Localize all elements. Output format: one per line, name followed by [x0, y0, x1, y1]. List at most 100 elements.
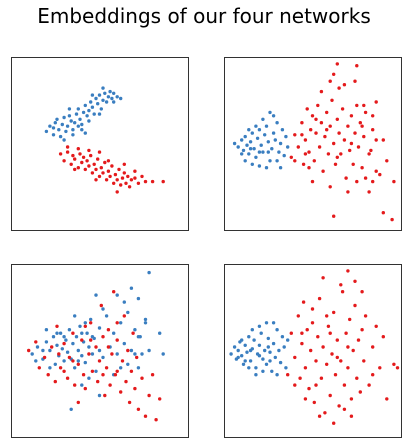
point-series-red [305, 107, 309, 111]
point-series-red [122, 314, 127, 318]
point-series-blue [140, 352, 144, 356]
point-series-blue [273, 355, 277, 360]
point-series-blue [229, 352, 233, 356]
point-series-blue [85, 331, 89, 335]
point-series-red [371, 128, 375, 132]
point-series-blue [83, 103, 88, 108]
point-series-blue [103, 91, 107, 96]
point-series-blue [76, 107, 81, 111]
point-series-red [371, 345, 375, 349]
point-series-blue [71, 341, 75, 346]
point-series-red [303, 138, 308, 142]
point-series-blue [236, 145, 240, 149]
point-series-red [346, 269, 350, 273]
point-series-red [27, 348, 31, 353]
point-series-blue [97, 393, 102, 398]
point-series-blue [240, 138, 244, 142]
point-series-red [301, 162, 306, 166]
point-series-red [80, 338, 84, 342]
point-series-blue [65, 350, 70, 354]
point-series-red [348, 148, 352, 153]
point-series-blue [254, 124, 258, 128]
point-series-blue [80, 128, 84, 132]
point-series-red [58, 152, 63, 156]
point-series-red [328, 124, 332, 128]
point-series-red [362, 359, 366, 363]
point-series-red [340, 290, 345, 294]
point-series-blue [232, 345, 237, 349]
point-series-red [328, 79, 332, 83]
point-series-red [381, 138, 385, 142]
point-series-blue [232, 141, 237, 146]
point-series-blue [264, 362, 269, 366]
point-series-red [367, 152, 371, 156]
point-series-red [325, 362, 329, 366]
point-series-blue [268, 359, 272, 363]
point-series-blue [126, 310, 130, 315]
point-series-blue [259, 143, 263, 147]
point-series-blue [48, 366, 52, 370]
point-series-red [335, 62, 339, 66]
point-series-blue [44, 129, 49, 134]
point-series-red [97, 150, 102, 154]
point-series-blue [30, 352, 34, 356]
point-series-blue [67, 328, 72, 332]
point-series-red [99, 166, 104, 170]
point-series-red [106, 159, 111, 163]
point-series-blue [247, 128, 251, 132]
point-series-red [340, 107, 345, 111]
point-series-red [46, 373, 50, 377]
point-series-red [115, 178, 119, 182]
point-series-red [328, 185, 332, 189]
point-series-red [360, 166, 364, 170]
point-series-red [117, 167, 121, 172]
point-series-red [133, 169, 137, 173]
point-series-red [335, 117, 339, 122]
point-series-blue [263, 133, 267, 137]
scatter-panel-top-left [11, 57, 189, 231]
point-series-red [337, 86, 341, 90]
point-series-red [300, 331, 304, 335]
point-series-blue [78, 324, 82, 328]
point-series-red [101, 335, 105, 339]
point-series-red [58, 366, 63, 370]
point-series-red [344, 331, 348, 335]
point-series-blue [270, 369, 274, 373]
point-series-blue [248, 140, 253, 144]
point-series-red [50, 345, 54, 349]
point-series-blue [76, 359, 81, 363]
point-series-blue [236, 348, 240, 353]
point-series-blue [87, 376, 91, 380]
point-series-blue [143, 321, 148, 325]
point-series-red [131, 331, 135, 335]
point-series-red [374, 169, 378, 173]
point-series-blue [87, 345, 91, 349]
point-series-red [34, 340, 38, 344]
point-series-red [99, 303, 104, 308]
point-series-blue [104, 314, 109, 318]
point-series-red [337, 131, 341, 135]
point-series-blue [136, 366, 141, 370]
point-series-red [55, 324, 59, 328]
point-series-red [337, 404, 341, 408]
point-series-red [110, 352, 114, 356]
point-series-blue [254, 366, 258, 370]
point-series-blue [62, 335, 66, 339]
point-series-red [126, 174, 130, 179]
point-series-red [71, 331, 75, 335]
point-series-blue [247, 335, 251, 339]
point-series-red [65, 145, 70, 149]
point-series-blue [129, 348, 134, 353]
point-series-blue [83, 131, 88, 135]
point-series-red [106, 169, 111, 173]
point-series-blue [97, 112, 102, 116]
point-series-blue [57, 128, 61, 132]
point-series-red [76, 400, 81, 405]
point-series-red [371, 373, 375, 377]
point-series-blue [55, 343, 59, 347]
point-series-blue [240, 354, 244, 358]
point-series-red [103, 160, 107, 165]
point-series-red [78, 152, 82, 156]
point-series-red [140, 376, 144, 380]
point-series-red [57, 352, 61, 356]
